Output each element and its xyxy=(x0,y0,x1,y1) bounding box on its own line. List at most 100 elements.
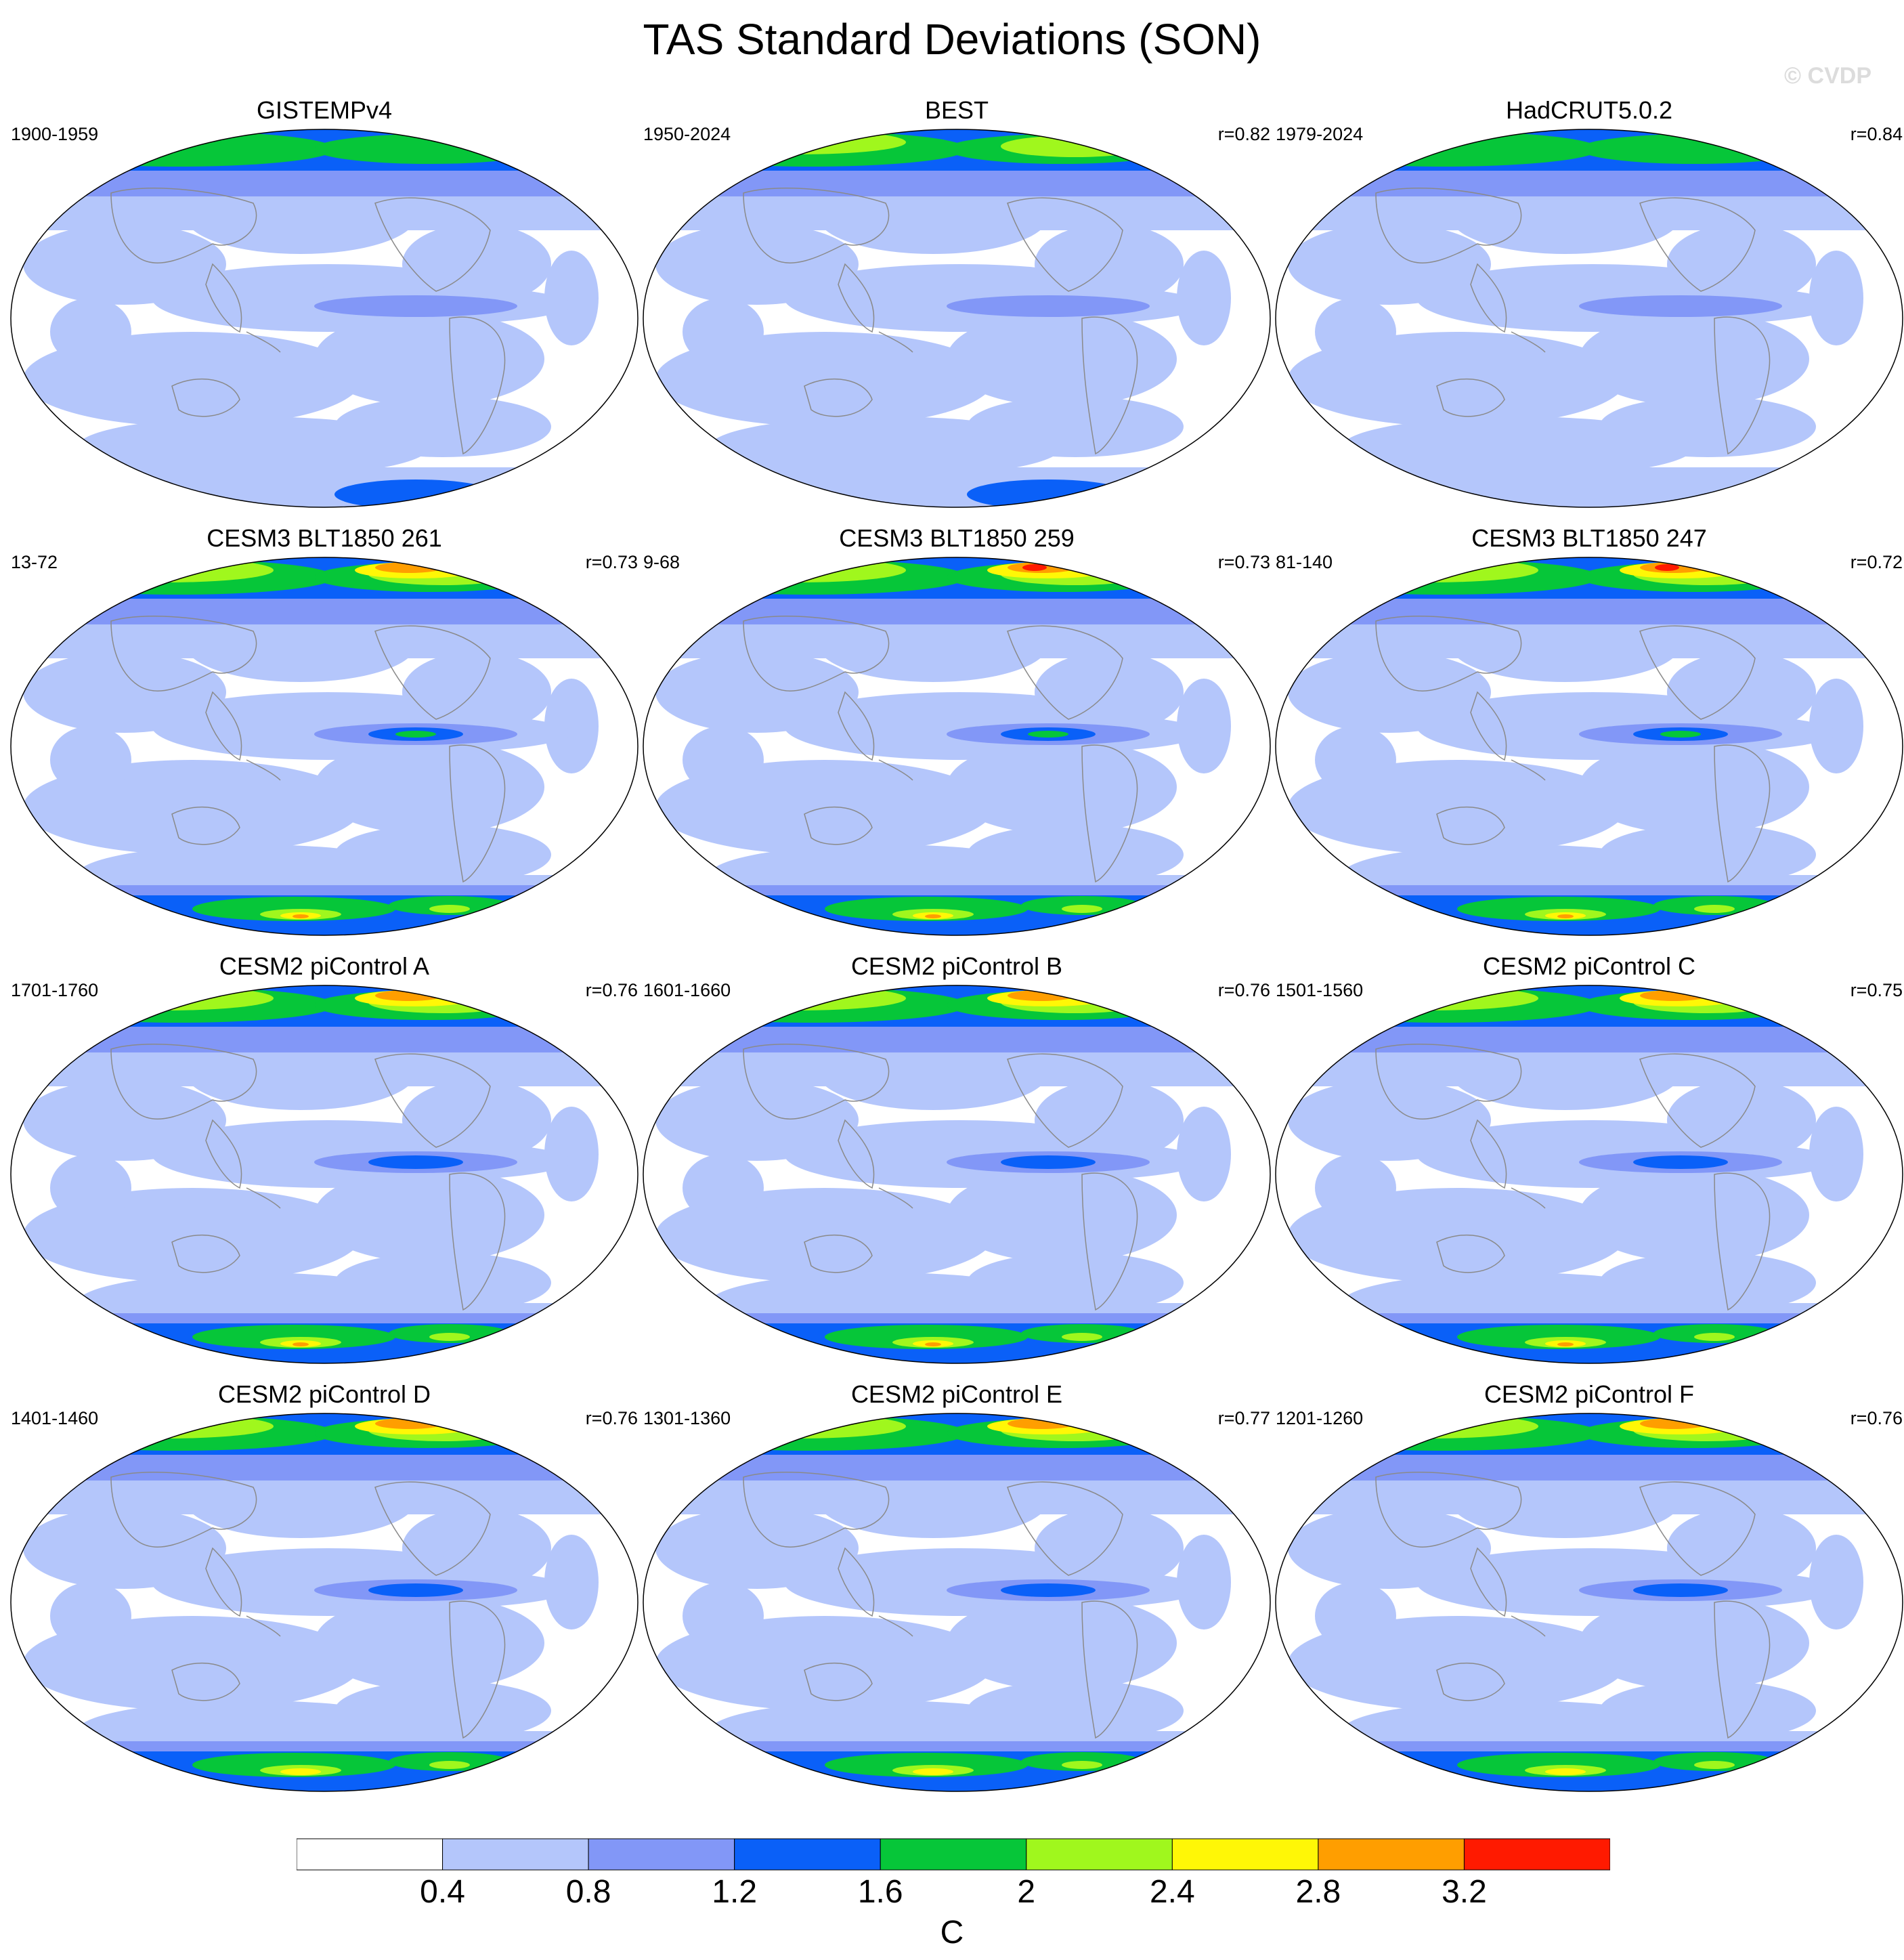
tas-contour-region xyxy=(70,1414,219,1430)
coastline xyxy=(878,759,913,781)
colorbar-swatch xyxy=(880,1838,1027,1871)
tas-contour-region xyxy=(683,298,764,366)
panel-period: 13-72 xyxy=(11,552,58,572)
colorbar-swatch xyxy=(588,1838,735,1871)
coastline xyxy=(246,1187,281,1209)
tas-contour-region xyxy=(1315,1582,1396,1650)
coastline xyxy=(1639,625,1756,720)
tas-contour-region xyxy=(967,824,1184,885)
tas-contour-region xyxy=(1809,1107,1863,1201)
colorbar-tick-label: 0.8 xyxy=(565,1874,611,1910)
tas-contour-region xyxy=(334,396,551,457)
panel-period: 1950-2024 xyxy=(643,124,731,144)
robinson-map xyxy=(10,1413,639,1792)
panel-title: CESM2 piControl B xyxy=(850,952,1063,980)
pattern-correlation: r=0.75 xyxy=(1850,980,1903,1000)
map-panel: CESM2 piControl D 1401-1460 r=0.76 xyxy=(9,1380,639,1807)
coastline xyxy=(838,1119,875,1189)
colorbar xyxy=(297,1838,1610,1871)
colorbar-tick-label: 0.4 xyxy=(420,1874,465,1910)
panel-period: 1900-1959 xyxy=(11,124,99,144)
tas-contour-region xyxy=(1362,1414,1444,1425)
tas-contour-region xyxy=(1557,1342,1574,1346)
tas-contour-region xyxy=(1022,564,1047,571)
tas-contour-region xyxy=(1599,1252,1816,1313)
coastline xyxy=(804,1662,873,1701)
coastline xyxy=(1375,616,1522,691)
tas-contour-region xyxy=(967,1252,1184,1313)
tas-contour-region xyxy=(1008,990,1075,1001)
tas-contour-region xyxy=(544,251,599,345)
coastline xyxy=(374,197,491,292)
coastline xyxy=(878,1615,913,1637)
colorbar-tick-label: 2 xyxy=(1017,1874,1036,1910)
coastline xyxy=(1081,1172,1138,1311)
tas-contour-region xyxy=(1579,740,1809,834)
tas-contour-region xyxy=(23,559,334,595)
tas-contour-region xyxy=(429,1761,470,1769)
pattern-correlation: r=0.76 xyxy=(1217,980,1270,1000)
tas-contour-region xyxy=(1809,679,1863,773)
tas-contour-region xyxy=(1177,1535,1231,1629)
panel-title: CESM2 piControl E xyxy=(850,1380,1063,1408)
pattern-correlation: r=0.76 xyxy=(1850,1408,1903,1428)
coastline xyxy=(1436,1234,1505,1273)
map-panel: CESM2 piControl C 1501-1560 r=0.75 xyxy=(1274,952,1904,1379)
map-panel: CESM2 piControl E 1301-1360 r=0.77 xyxy=(642,1380,1272,1807)
colorbar-swatch xyxy=(1171,1838,1319,1871)
tas-contour-region xyxy=(368,1155,463,1169)
colorbar-swatch xyxy=(1026,1838,1173,1871)
tas-contour-region xyxy=(1288,987,1599,1023)
tas-contour-region xyxy=(703,986,852,1002)
map-frame xyxy=(643,1413,1271,1792)
tas-contour-region xyxy=(825,897,1028,921)
coastline xyxy=(878,331,913,353)
tas-contour-region xyxy=(395,731,436,738)
coastline xyxy=(1007,1481,1123,1576)
map-panel: CESM2 piControl F 1201-1260 r=0.76 xyxy=(1274,1380,1904,1807)
tas-contour-region xyxy=(1579,1168,1809,1262)
tas-contour-region xyxy=(23,1415,334,1451)
colorbar-swatch xyxy=(1318,1838,1465,1871)
tas-contour-region xyxy=(192,1753,395,1777)
coastline xyxy=(205,1547,242,1617)
pattern-correlation: r=0.84 xyxy=(1850,124,1903,144)
coastline xyxy=(205,691,242,761)
tas-contour-region xyxy=(683,726,764,794)
coastline xyxy=(1470,691,1507,761)
tas-contour-region xyxy=(11,467,638,507)
tas-contour-region xyxy=(23,987,334,1023)
robinson-map xyxy=(10,557,639,936)
pattern-correlation: r=0.72 xyxy=(1850,552,1903,572)
colorbar-tick-label: 1.6 xyxy=(857,1874,903,1910)
coastline xyxy=(171,806,240,845)
tas-contour-region xyxy=(57,558,274,582)
figure-title: TAS Standard Deviations (SON) xyxy=(643,15,1261,64)
tas-contour-region xyxy=(1062,1333,1102,1341)
map-panel: CESM2 piControl B 1601-1660 r=0.76 xyxy=(642,952,1272,1379)
tas-contour-region xyxy=(57,1414,274,1439)
tas-contour-region xyxy=(825,1753,1028,1777)
coastline xyxy=(374,1053,491,1148)
panel-title: CESM3 BLT1850 247 xyxy=(1471,524,1707,552)
coastline xyxy=(1375,1044,1522,1120)
panel-period: 1301-1360 xyxy=(643,1408,731,1428)
tas-contour-region xyxy=(1362,986,1444,997)
coastline xyxy=(878,1187,913,1209)
tas-contour-region xyxy=(947,1168,1177,1262)
colorbar-tick-label: 3.2 xyxy=(1442,1874,1487,1910)
tas-contour-region xyxy=(1660,731,1701,738)
tas-contour-region xyxy=(293,1342,309,1346)
coastline xyxy=(1470,263,1507,333)
tas-contour-region xyxy=(1322,1414,1538,1439)
coastline xyxy=(374,1481,491,1576)
robinson-map xyxy=(10,129,639,508)
colorbar-swatch xyxy=(1463,1838,1610,1871)
map-frame xyxy=(10,129,639,508)
map-frame xyxy=(1275,985,1903,1364)
map-panel: BEST 1950-2024 r=0.82 xyxy=(642,96,1272,523)
tas-contour-region xyxy=(334,1680,551,1741)
tas-contour-region xyxy=(703,1414,852,1430)
robinson-map xyxy=(1275,129,1903,508)
robinson-map xyxy=(643,1413,1271,1792)
